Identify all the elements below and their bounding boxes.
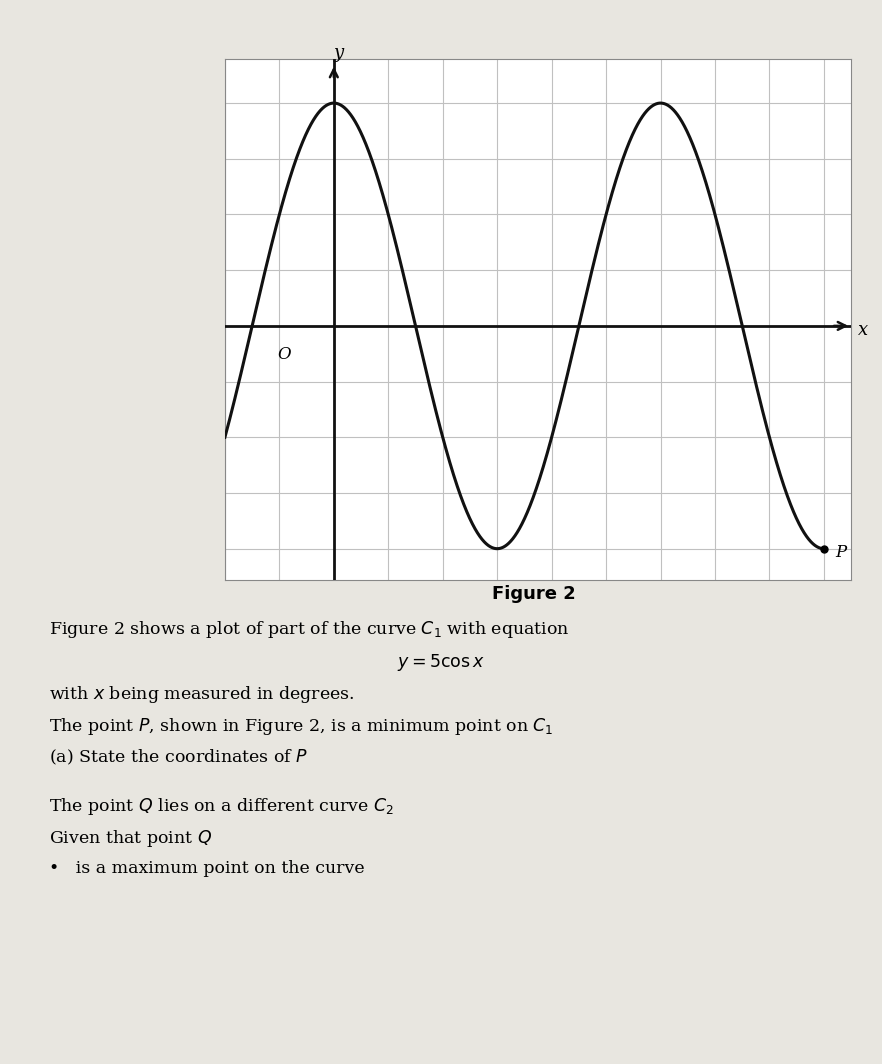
Text: •   is a maximum point on the curve: • is a maximum point on the curve	[49, 860, 364, 877]
Text: y: y	[333, 44, 343, 62]
Text: (a) State the coordinates of $P$: (a) State the coordinates of $P$	[49, 748, 308, 767]
Text: Figure 2 shows a plot of part of the curve $C_1$ with equation: Figure 2 shows a plot of part of the cur…	[49, 619, 569, 641]
Text: Figure 2: Figure 2	[492, 585, 575, 603]
Text: The point $P$, shown in Figure 2, is a minimum point on $C_1$: The point $P$, shown in Figure 2, is a m…	[49, 716, 553, 737]
Text: Given that point $Q$: Given that point $Q$	[49, 828, 212, 849]
Text: P: P	[834, 544, 846, 561]
Text: $y = 5\cos x$: $y = 5\cos x$	[397, 652, 485, 674]
Text: with $x$ being measured in degrees.: with $x$ being measured in degrees.	[49, 684, 355, 705]
Text: The point $Q$ lies on a different curve $C_2$: The point $Q$ lies on a different curve …	[49, 796, 393, 817]
Text: x: x	[858, 321, 869, 339]
Text: O: O	[277, 346, 291, 363]
